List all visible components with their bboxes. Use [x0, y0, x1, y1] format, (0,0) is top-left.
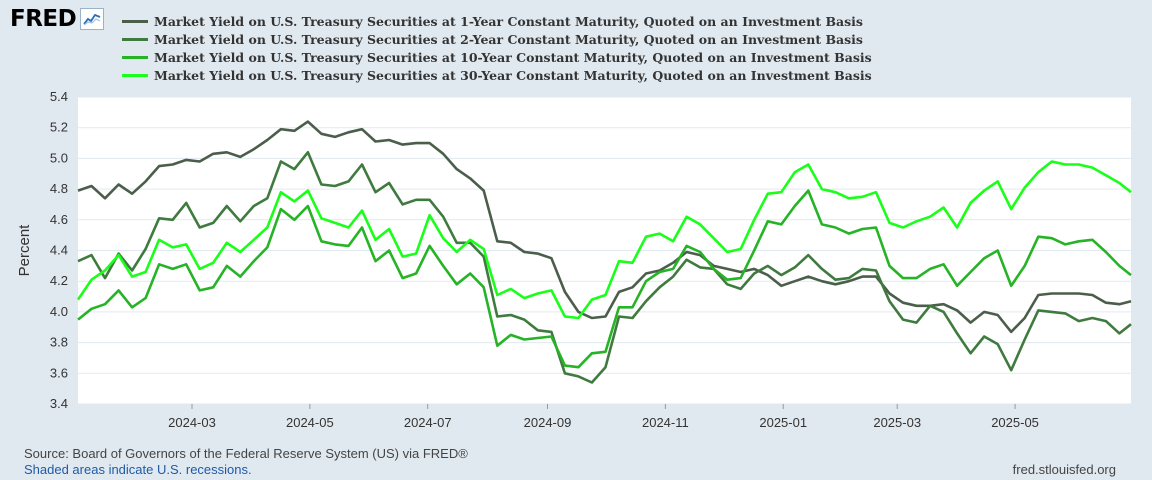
legend-swatch [122, 55, 148, 59]
legend-swatch [122, 37, 148, 41]
y-tick-label: 4.8 [50, 181, 68, 196]
fred-logo-text: FRED [10, 6, 77, 32]
y-tick-label: 3.6 [50, 365, 68, 380]
line-chart-icon [80, 8, 105, 30]
recession-note: Shaded areas indicate U.S. recessions. [24, 462, 252, 477]
y-tick-label: 4.2 [50, 273, 68, 288]
y-tick-label: 4.4 [50, 243, 68, 258]
series-line-3 [77, 189, 1132, 369]
x-tick-label: 2024-09 [524, 415, 572, 430]
fred-logo[interactable]: FRED [10, 6, 105, 32]
y-tick-label: 4.6 [50, 212, 68, 227]
x-tick-label: 2025-05 [991, 415, 1039, 430]
legend-label: Market Yield on U.S. Treasury Securities… [154, 49, 872, 65]
legend-item[interactable]: Market Yield on U.S. Treasury Securities… [122, 66, 872, 84]
x-tick-label: 2024-07 [404, 415, 452, 430]
x-tick-label: 2025-01 [759, 415, 807, 430]
legend-item[interactable]: Market Yield on U.S. Treasury Securities… [122, 30, 872, 48]
x-tick-label: 2024-05 [286, 415, 334, 430]
y-tick-label: 5.0 [50, 150, 68, 165]
y-tick-label: 5.4 [50, 89, 68, 104]
chart-legend: Market Yield on U.S. Treasury Securities… [122, 12, 872, 84]
legend-label: Market Yield on U.S. Treasury Securities… [154, 67, 872, 83]
series-line-2 [77, 151, 1132, 384]
x-tick-label: 2025-03 [873, 415, 921, 430]
series-line-4 [76, 160, 1132, 320]
x-tick-label: 2024-11 [642, 415, 689, 430]
y-tick-label: 3.8 [50, 335, 68, 350]
x-tick-label: 2024-03 [168, 415, 216, 430]
y-tick-label: 5.2 [50, 120, 68, 135]
legend-label: Market Yield on U.S. Treasury Securities… [154, 31, 863, 47]
series-line-1 [77, 120, 1132, 334]
site-url[interactable]: fred.stlouisfed.org [1012, 462, 1116, 477]
y-tick-label: 4.0 [50, 304, 68, 319]
y-axis-title: Percent [16, 224, 33, 277]
legend-label: Market Yield on U.S. Treasury Securities… [154, 13, 863, 29]
yield-line-chart: 3.4 3.6 3.8 4.0 4.2 4.4 4.6 4.8 5.0 5.2 5.4 2024-03… [16, 89, 1132, 430]
legend-swatch [122, 73, 148, 77]
source-text: Source: Board of Governors of the Federa… [24, 446, 468, 461]
legend-item[interactable]: Market Yield on U.S. Treasury Securities… [122, 12, 872, 30]
legend-swatch [122, 19, 148, 23]
chart-footer: Source: Board of Governors of the Federa… [24, 446, 468, 478]
y-tick-label: 3.4 [50, 396, 68, 411]
legend-item[interactable]: Market Yield on U.S. Treasury Securities… [122, 48, 872, 66]
